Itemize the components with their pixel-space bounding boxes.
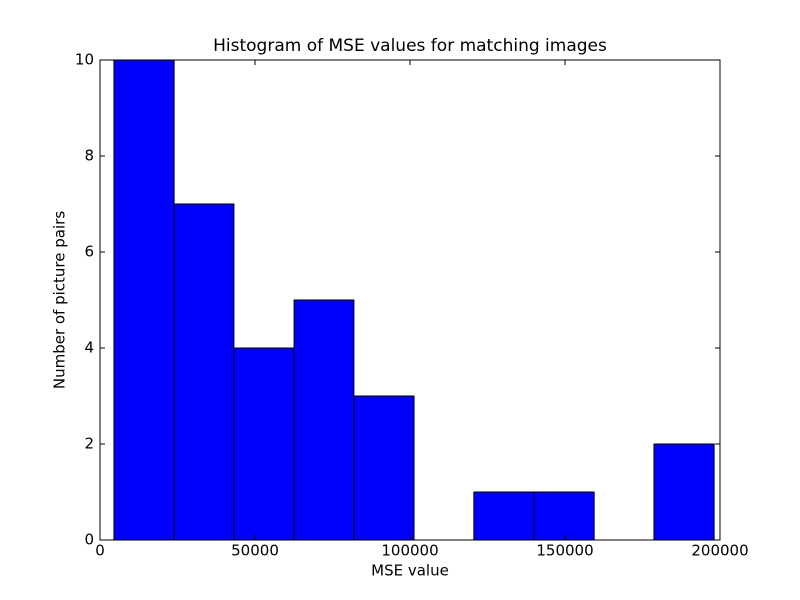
y-tick-label: 4 <box>84 339 94 357</box>
bar <box>233 347 295 541</box>
bar <box>353 395 415 541</box>
bar <box>653 443 715 541</box>
bar <box>293 299 355 541</box>
x-tick-label: 150000 <box>536 542 593 560</box>
bar <box>533 491 595 541</box>
x-axis-label: MSE value <box>371 562 449 580</box>
y-tick-label: 10 <box>75 51 94 69</box>
x-tick-label: 0 <box>95 542 105 560</box>
x-tick-label: 50000 <box>231 542 279 560</box>
y-tick-label: 2 <box>84 435 94 453</box>
chart-title: Histogram of MSE values for matching ima… <box>213 36 607 56</box>
x-tick-label: 100000 <box>381 542 438 560</box>
y-tick-label: 8 <box>84 147 94 165</box>
y-tick-label: 0 <box>84 531 94 549</box>
x-tick-label: 200000 <box>691 542 748 560</box>
bar <box>473 491 535 541</box>
y-tick-label: 6 <box>84 243 94 261</box>
bar <box>113 59 175 541</box>
y-axis-label: Number of picture pairs <box>51 211 69 389</box>
bar <box>173 203 235 541</box>
